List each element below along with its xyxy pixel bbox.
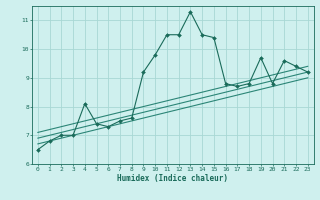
X-axis label: Humidex (Indice chaleur): Humidex (Indice chaleur) (117, 174, 228, 183)
